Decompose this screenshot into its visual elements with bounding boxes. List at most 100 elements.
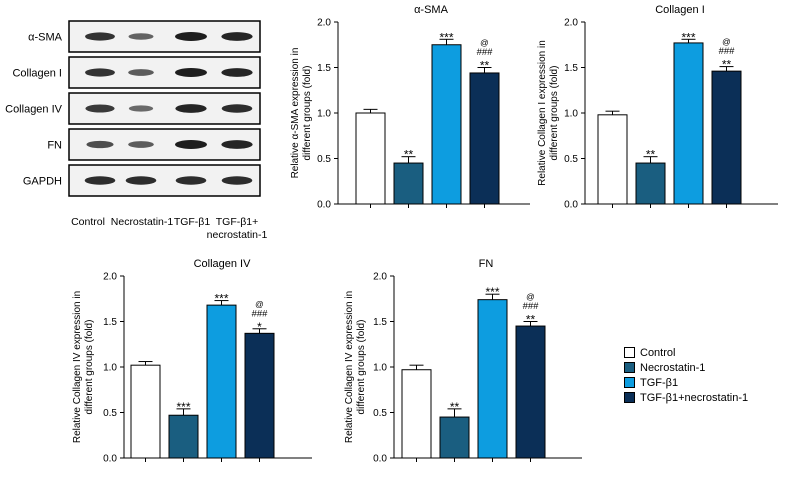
chart-title: Collagen I [655, 4, 705, 16]
bar [206, 304, 237, 459]
western-blot: α-SMA Collagen I Collagen IV FN GAPDH Control… [5, 20, 268, 241]
chart-title: Collagen IV [194, 258, 252, 270]
y-tick-label: 1.5 [564, 63, 578, 74]
significance-label: @ [526, 292, 535, 302]
blot-band [221, 176, 253, 185]
y-axis-label: Relative Collagen I expression in [537, 40, 548, 186]
bar [393, 162, 424, 205]
significance-label: ** [526, 313, 536, 327]
y-tick-label: 2.0 [564, 18, 578, 29]
significance-label: @ [722, 37, 731, 47]
y-axis-label: Relative Collagen IV expression in [344, 291, 355, 443]
bar [597, 114, 628, 205]
bar [635, 162, 666, 205]
bar [130, 364, 161, 459]
lane-label: TGF-β1+ [216, 216, 259, 228]
blot-band [128, 33, 154, 40]
y-tick-label: 2.0 [317, 18, 331, 29]
legend-item-necrostatin: Necrostatin-1 [624, 360, 792, 375]
significance-label: ** [480, 59, 490, 73]
significance-label: ** [722, 58, 732, 72]
y-axis-label: different groups (fold) [84, 320, 95, 415]
blot-row-label: FN [47, 140, 62, 152]
blot-band [221, 140, 253, 149]
blot-band [175, 176, 207, 185]
legend-label-tgf-necrostatin: TGF-β1+necrostatin-1 [640, 391, 749, 404]
bar [673, 42, 704, 205]
blot-band [128, 141, 154, 148]
significance-label: ### [523, 301, 540, 312]
blot-band [175, 68, 207, 77]
bar-chart: Collagen I Relative Collagen I expression… [537, 4, 778, 211]
blot-row-label: GAPDH [23, 176, 62, 188]
y-axis-label: different groups (fold) [302, 66, 313, 161]
significance-label: ** [450, 400, 460, 414]
blot-band [175, 104, 207, 113]
y-tick-label: 2.0 [373, 272, 387, 283]
legend: Control Necrostatin-1 TGF-β1 TGF-β1+necr… [624, 345, 792, 405]
blot-band [86, 140, 114, 149]
y-tick-label: 2.0 [103, 272, 117, 283]
y-axis-label: different groups (fold) [549, 66, 560, 161]
y-tick-label: 0.5 [564, 154, 578, 165]
significance-label: *** [176, 400, 190, 414]
blot-band [175, 140, 207, 149]
y-tick-label: 1.0 [564, 109, 578, 120]
lane-label: necrostatin-1 [207, 229, 268, 241]
bar-chart: FN Relative Collagen IV expression in diff… [344, 258, 582, 465]
blot-band [128, 105, 154, 112]
legend-label-necrostatin: Necrostatin-1 [640, 361, 706, 374]
legend-swatch-tgf [624, 377, 635, 388]
blot-row-label: Collagen I [12, 68, 62, 80]
blot-row-label: α-SMA [28, 32, 63, 44]
legend-item-tgf: TGF-β1 [624, 375, 792, 390]
legend-label-control: Control [640, 346, 676, 359]
legend-item-tgf-necrostatin: TGF-β1+necrostatin-1 [624, 390, 792, 405]
bar-chart: Collagen IV Relative Collagen IV expressi… [72, 258, 312, 465]
blot-band [221, 104, 253, 113]
bar [469, 72, 500, 205]
bar [477, 299, 508, 459]
blot-band [221, 32, 253, 41]
lane-label: Necrostatin-1 [111, 216, 174, 228]
significance-label: *** [681, 30, 695, 44]
blot-band [175, 32, 207, 41]
legend-swatch-tgf-necrostatin [624, 392, 635, 403]
bar [711, 70, 742, 205]
bar [168, 414, 199, 459]
y-tick-label: 0.5 [317, 154, 331, 165]
significance-label: ### [477, 47, 494, 58]
significance-label: ### [252, 308, 269, 319]
blot-band [85, 68, 115, 77]
y-axis-label: Relative Collagen IV expression in [72, 291, 83, 443]
y-tick-label: 0.0 [564, 200, 578, 211]
significance-label: *** [485, 285, 499, 299]
y-tick-label: 0.5 [373, 408, 387, 419]
significance-label: ### [719, 46, 736, 57]
blot-row-label: Collagen IV [5, 104, 63, 116]
lane-label: TGF-β1 [174, 216, 211, 228]
y-tick-label: 1.0 [373, 363, 387, 374]
lane-label: Control [71, 216, 105, 228]
significance-label: ** [404, 148, 414, 162]
y-tick-label: 1.5 [103, 317, 117, 328]
blot-band [125, 176, 157, 185]
y-tick-label: 1.0 [317, 109, 331, 120]
blot-band [85, 104, 115, 113]
y-tick-label: 0.0 [373, 454, 387, 465]
bar [355, 112, 386, 205]
bar [244, 332, 275, 459]
y-tick-label: 1.5 [373, 317, 387, 328]
blot-band [128, 69, 154, 76]
y-tick-label: 0.0 [317, 200, 331, 211]
y-tick-label: 1.0 [103, 363, 117, 374]
y-axis-label: Relative α-SMA expression in [290, 48, 301, 179]
significance-label: *** [214, 292, 228, 306]
y-axis-label: different groups (fold) [356, 320, 367, 415]
y-tick-label: 1.5 [317, 63, 331, 74]
bar [431, 44, 462, 205]
legend-swatch-control [624, 347, 635, 358]
legend-swatch-necrostatin [624, 362, 635, 373]
y-tick-label: 0.5 [103, 408, 117, 419]
